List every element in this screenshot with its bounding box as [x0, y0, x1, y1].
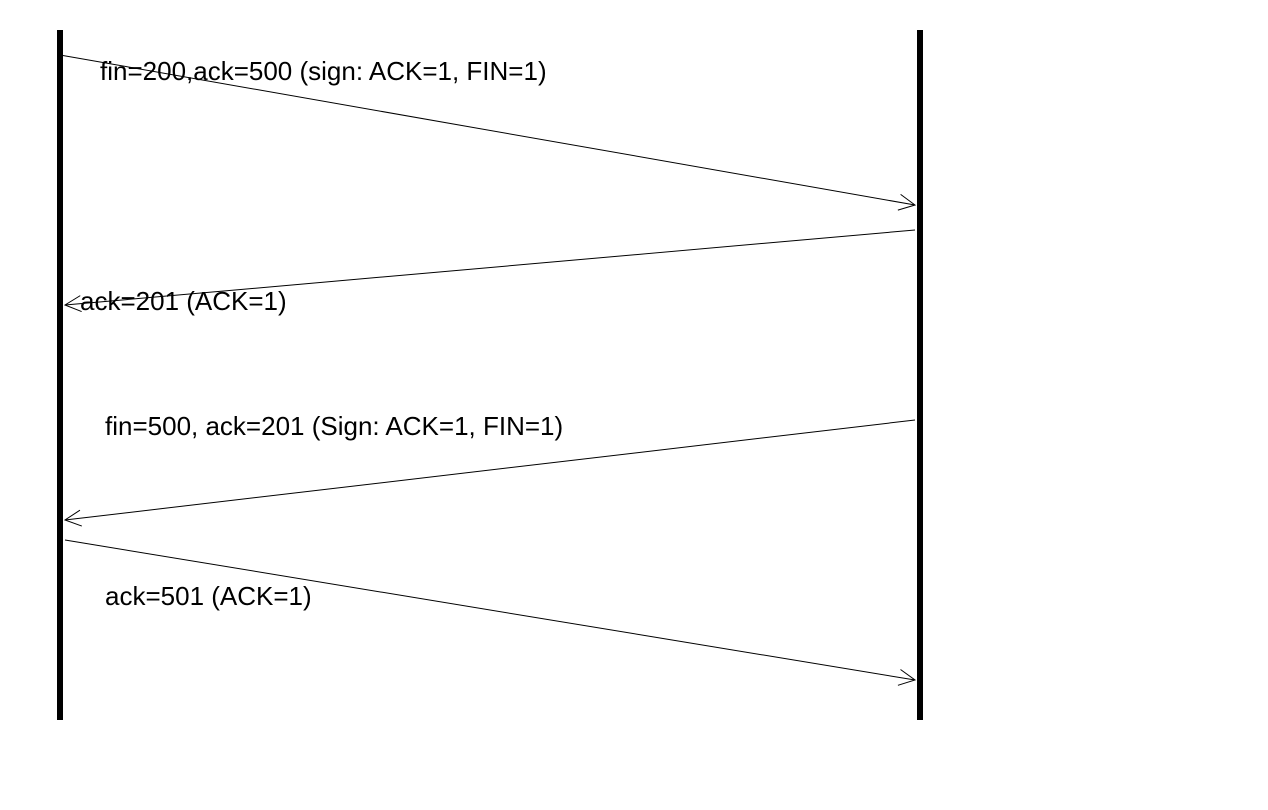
- message-label-1: ack=201 (ACK=1): [80, 286, 287, 316]
- messages-group: fin=200,ack=500 (sign: ACK=1, FIN=1) ack=…: [60, 55, 915, 680]
- message-label-2: fin=500, ack=201 (Sign: ACK=1, FIN=1): [105, 411, 563, 441]
- message-label-3: ack=501 (ACK=1): [105, 581, 312, 611]
- tcp-sequence-diagram: fin=200,ack=500 (sign: ACK=1, FIN=1) ack=…: [0, 0, 1268, 810]
- message-label-0: fin=200,ack=500 (sign: ACK=1, FIN=1): [100, 56, 547, 86]
